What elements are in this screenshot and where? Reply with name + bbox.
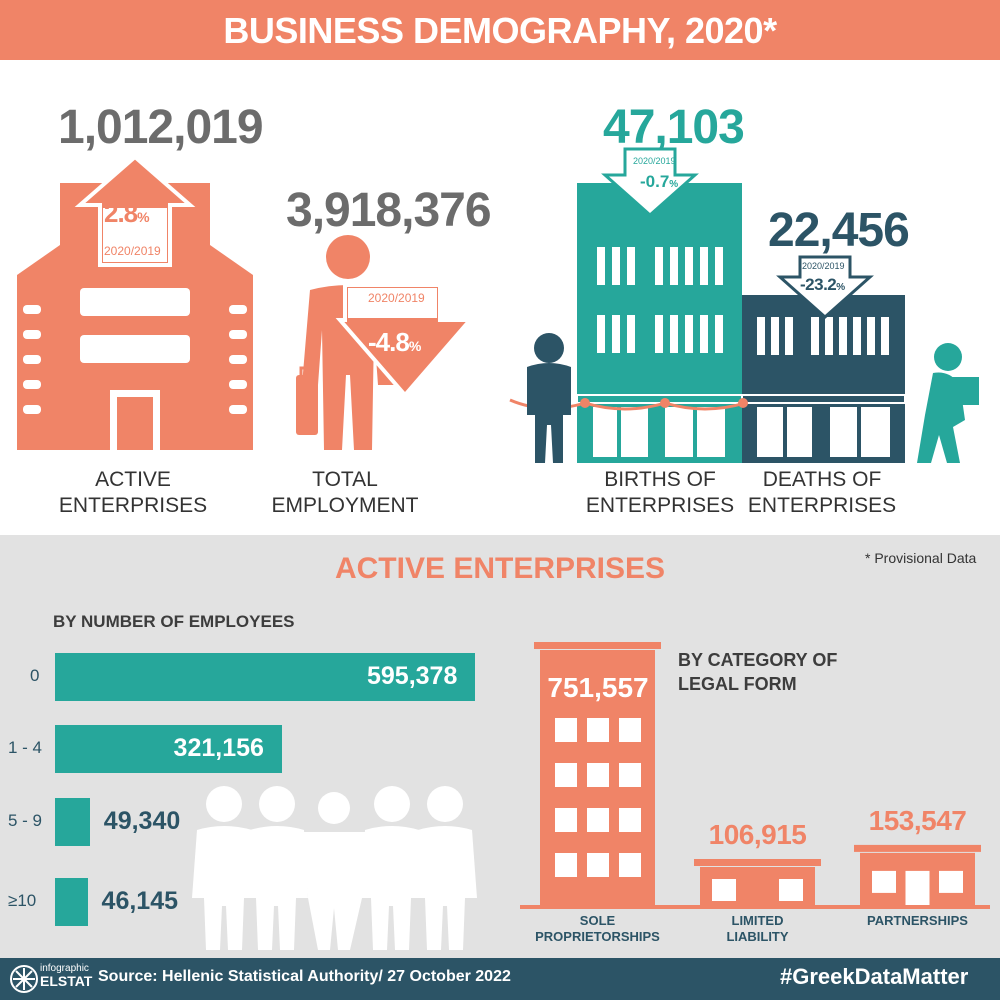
legal-value-label: 751,557 xyxy=(547,672,649,703)
provisional-note: * Provisional Data xyxy=(865,550,977,566)
legal-category-label: SOLE PROPRIETORSHIPS xyxy=(535,913,660,944)
legal-building-roof xyxy=(534,642,661,649)
building-door xyxy=(905,870,930,905)
births-deaths-buildings-icon xyxy=(509,147,979,463)
elstat-logo-text: infographic ELSTAT xyxy=(40,963,93,989)
building-window xyxy=(555,808,577,832)
births-value: 47,103 xyxy=(603,101,745,154)
deaths-value: 22,456 xyxy=(768,204,910,257)
legal-value-label: 106,915 xyxy=(708,819,807,850)
employees-chart-heading: BY NUMBER OF EMPLOYEES xyxy=(53,612,295,631)
legal-form-chart xyxy=(520,642,990,909)
active-change-value: 2.8% xyxy=(104,198,150,228)
employee-person-icon xyxy=(296,235,475,450)
employment-change-period: 2020/2019 xyxy=(368,291,425,305)
source-text: Source: Hellenic Statistical Authority/ … xyxy=(98,968,511,985)
building-window xyxy=(587,718,609,742)
office-building-icon xyxy=(17,155,253,450)
births-change-period: 2020/2019 xyxy=(633,156,676,166)
births-caption: BIRTHS OF ENTERPRISES xyxy=(585,468,735,517)
employees-value-label: 49,340 xyxy=(103,807,181,835)
building-window xyxy=(555,718,577,742)
employees-value-label: 595,378 xyxy=(367,662,458,690)
workers-group-icon xyxy=(192,786,477,950)
building-window xyxy=(555,763,577,787)
employees-category-label: 0 xyxy=(30,666,40,685)
legal-value-label: 153,547 xyxy=(868,804,967,836)
employees-category-label: ≥10 xyxy=(8,891,37,910)
page-title: BUSINESS DEMOGRAPHY, 2020* xyxy=(223,10,777,51)
building-window xyxy=(779,879,803,901)
building-window xyxy=(619,853,641,877)
elstat-logo-icon xyxy=(10,965,38,993)
employment-change-value: -4.8% xyxy=(368,327,421,357)
employees-bar xyxy=(55,798,90,846)
employees-bar xyxy=(55,725,282,773)
building-window xyxy=(619,763,641,787)
legal-category-label: PARTNERSHIPS xyxy=(867,913,968,928)
employees-value-label: 46,145 xyxy=(101,887,179,915)
legal-building-roof xyxy=(694,859,821,866)
active-enterprises-value: 1,012,019 xyxy=(58,101,264,154)
section-title: ACTIVE ENTERPRISES xyxy=(334,552,666,585)
deaths-change-period: 2020/2019 xyxy=(802,261,845,271)
building-window xyxy=(587,853,609,877)
building-window xyxy=(939,870,963,893)
employees-bar xyxy=(55,878,88,926)
employees-bar xyxy=(55,653,475,701)
footer-bar xyxy=(0,958,1000,1000)
hashtag-text: #GreekDataMatter xyxy=(780,964,969,989)
births-change-value: -0.7% xyxy=(640,172,679,191)
building-window xyxy=(712,879,736,901)
building-window xyxy=(555,853,577,877)
building-window xyxy=(587,808,609,832)
building-window xyxy=(872,870,896,893)
employees-value-label: 321,156 xyxy=(173,734,264,762)
building-window xyxy=(619,808,641,832)
total-employment-value: 3,918,376 xyxy=(286,184,492,237)
total-employment-caption: TOTAL EMPLOYMENT xyxy=(271,468,419,517)
legal-building-roof xyxy=(854,844,981,852)
legal-ground-line xyxy=(520,905,990,909)
legal-category-label: LIMITED LIABILITY xyxy=(726,913,789,944)
header-banner xyxy=(0,0,1000,60)
deaths-change-value: -23.2% xyxy=(800,275,845,294)
deaths-caption: DEATHS OF ENTERPRISES xyxy=(747,468,897,517)
legal-form-chart-heading: BY CATEGORY OF LEGAL FORM xyxy=(678,650,838,694)
employees-category-label: 1 - 4 xyxy=(8,738,43,757)
building-window xyxy=(587,763,609,787)
active-change-period: 2020/2019 xyxy=(104,244,161,258)
employees-category-label: 5 - 9 xyxy=(8,811,43,830)
active-enterprises-caption: ACTIVE ENTERPRISES xyxy=(58,468,208,517)
building-window xyxy=(619,718,641,742)
